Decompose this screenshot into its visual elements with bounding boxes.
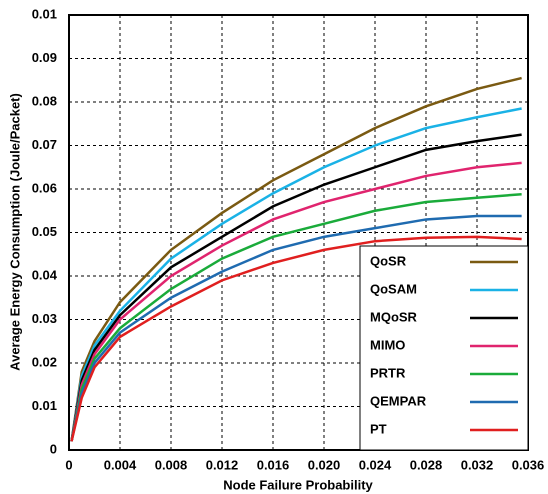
series-line bbox=[70, 192, 522, 442]
series-line bbox=[70, 161, 522, 442]
x-tick-label: 0.012 bbox=[206, 457, 239, 472]
y-tick-label: 0.01 bbox=[32, 398, 57, 413]
series-line bbox=[70, 76, 522, 442]
series-line bbox=[70, 214, 522, 442]
x-tick-label: 0.036 bbox=[512, 457, 545, 472]
y-tick-label: 0.05 bbox=[32, 224, 57, 239]
y-tick-label: 0.07 bbox=[32, 137, 57, 152]
series-line bbox=[70, 235, 522, 442]
y-tick-label: 0 bbox=[50, 441, 57, 456]
legend-box bbox=[359, 245, 529, 451]
x-tick-label: 0.028 bbox=[410, 457, 443, 472]
x-tick-label: 0.020 bbox=[308, 457, 341, 472]
legend-label: PRTR bbox=[370, 365, 406, 380]
x-axis-title: Node Failure Probability bbox=[223, 477, 373, 492]
y-axis-title: Average Energy Consumption (Joule/Packet… bbox=[7, 93, 22, 371]
y-tick-label: 0.06 bbox=[32, 180, 57, 195]
y-tick-label: 0.09 bbox=[32, 50, 57, 65]
legend-label: QoSR bbox=[370, 253, 407, 268]
y-tick-label: 0.04 bbox=[32, 267, 58, 282]
x-tick-label: 0.008 bbox=[155, 457, 188, 472]
legend-label: QoSAM bbox=[370, 281, 417, 296]
x-tick-label: 0.032 bbox=[461, 457, 494, 472]
legend-label: MIMO bbox=[370, 337, 405, 352]
legend-label: MQoSR bbox=[370, 309, 418, 324]
x-tick-label: 0.004 bbox=[104, 457, 137, 472]
x-tick-label: 0.024 bbox=[359, 457, 392, 472]
legend-label: QEMPAR bbox=[370, 393, 427, 408]
x-tick-label: 0.016 bbox=[257, 457, 290, 472]
y-tick-label: 0.02 bbox=[32, 354, 57, 369]
y-tick-label: 0.01 bbox=[32, 6, 57, 21]
y-tick-label: 0.03 bbox=[32, 311, 57, 326]
series-line bbox=[70, 133, 522, 442]
y-tick-label: 0.08 bbox=[32, 93, 57, 108]
x-tick-label: 0 bbox=[65, 457, 72, 472]
plot-frame bbox=[68, 14, 529, 451]
legend-label: PT bbox=[370, 421, 387, 436]
series-line bbox=[70, 107, 522, 442]
